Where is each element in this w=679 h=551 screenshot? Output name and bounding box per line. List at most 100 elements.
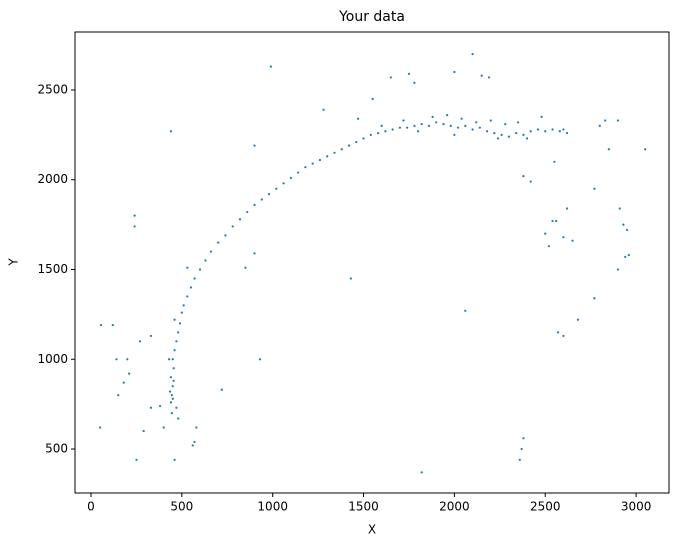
point xyxy=(172,379,175,382)
point xyxy=(369,133,372,136)
point xyxy=(168,390,172,393)
point xyxy=(173,349,176,352)
point xyxy=(407,72,411,75)
point xyxy=(269,65,272,68)
point xyxy=(297,171,300,174)
x-tick-label: 2000 xyxy=(439,500,470,514)
point xyxy=(149,334,153,338)
point xyxy=(169,130,173,133)
point xyxy=(525,137,529,140)
point xyxy=(551,219,554,223)
point xyxy=(189,286,193,289)
point xyxy=(555,219,558,223)
point xyxy=(384,130,387,133)
point xyxy=(431,115,434,119)
point xyxy=(551,128,554,131)
point xyxy=(486,130,489,133)
x-axis-label: X xyxy=(368,523,376,537)
point xyxy=(435,121,438,124)
point xyxy=(420,471,423,474)
point xyxy=(520,447,523,451)
point xyxy=(253,144,256,147)
point xyxy=(380,124,383,127)
point xyxy=(356,117,360,120)
point xyxy=(191,444,194,447)
point xyxy=(149,406,153,409)
point xyxy=(322,108,325,111)
point xyxy=(604,119,607,122)
point xyxy=(231,225,234,228)
point xyxy=(616,268,620,271)
chart-title: Your data xyxy=(338,9,405,25)
point xyxy=(489,119,492,122)
y-tick-label: 500 xyxy=(45,442,68,456)
point xyxy=(246,210,249,214)
point xyxy=(593,187,596,190)
point xyxy=(553,160,556,163)
point xyxy=(515,131,518,135)
point xyxy=(99,324,103,327)
point xyxy=(178,322,182,325)
point xyxy=(171,397,174,400)
point xyxy=(169,376,173,379)
point xyxy=(460,117,463,120)
x-tick-label: 1500 xyxy=(348,500,379,514)
point xyxy=(475,121,478,124)
point xyxy=(446,114,449,117)
point xyxy=(355,140,358,144)
point xyxy=(258,358,262,361)
point xyxy=(115,358,118,361)
point xyxy=(177,331,180,334)
point xyxy=(518,458,521,461)
point xyxy=(544,130,547,133)
point xyxy=(391,128,394,131)
point xyxy=(260,198,263,201)
point xyxy=(376,131,380,135)
point xyxy=(172,367,175,370)
x-tick-label: 3000 xyxy=(621,500,652,514)
point xyxy=(204,259,207,262)
point xyxy=(593,297,596,300)
point xyxy=(175,340,178,343)
point xyxy=(217,241,220,244)
point xyxy=(496,137,500,140)
point xyxy=(195,426,198,429)
point xyxy=(238,218,242,221)
point xyxy=(177,417,180,420)
point xyxy=(209,250,213,253)
point xyxy=(289,176,292,180)
point xyxy=(198,268,202,271)
point xyxy=(504,122,507,126)
point xyxy=(349,277,352,280)
point xyxy=(311,162,314,165)
point xyxy=(427,124,431,127)
point xyxy=(253,203,256,206)
x-tick-label: 0 xyxy=(87,500,95,514)
point xyxy=(98,426,102,429)
y-tick-label: 1500 xyxy=(37,262,68,276)
point xyxy=(565,131,569,135)
point xyxy=(133,214,136,217)
point xyxy=(464,309,467,312)
point xyxy=(173,318,176,321)
point xyxy=(516,121,520,124)
y-tick-label: 1000 xyxy=(37,352,68,366)
point xyxy=(340,148,343,151)
point xyxy=(536,128,540,131)
point xyxy=(275,187,278,190)
point xyxy=(529,180,532,183)
point xyxy=(138,340,142,343)
point xyxy=(413,81,416,84)
point xyxy=(162,426,165,429)
point xyxy=(625,228,629,232)
point xyxy=(478,126,481,129)
point xyxy=(186,266,189,269)
point xyxy=(133,225,136,228)
point xyxy=(158,404,162,408)
point xyxy=(371,97,374,101)
point xyxy=(193,277,196,280)
point xyxy=(522,175,525,178)
point xyxy=(182,304,185,307)
point xyxy=(487,76,491,79)
